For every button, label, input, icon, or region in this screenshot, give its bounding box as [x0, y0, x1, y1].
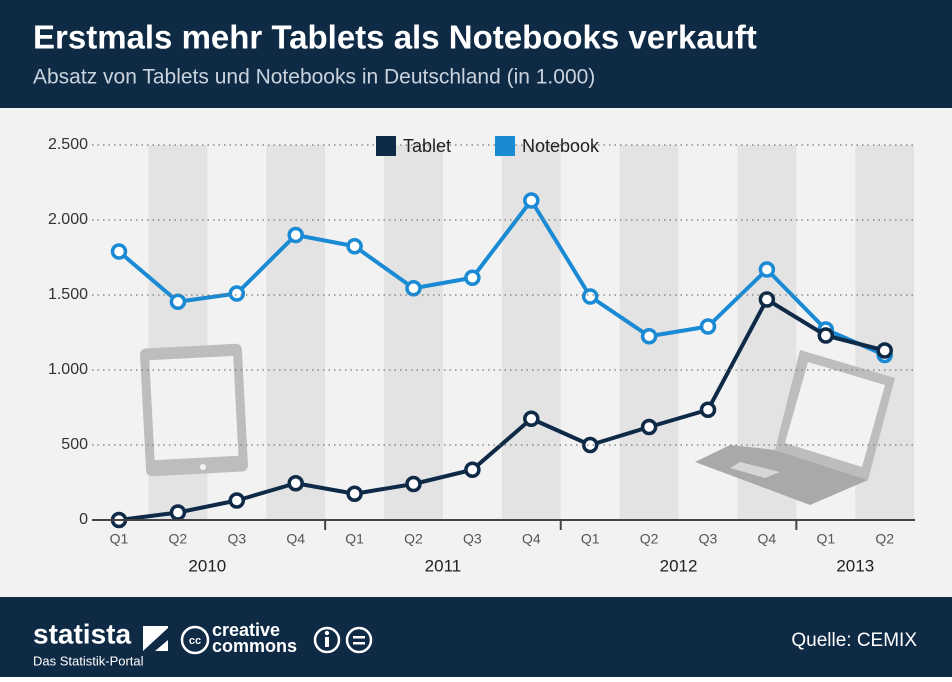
y-tick-label: 500	[61, 436, 88, 453]
tagline: Das Statistik-Portal	[33, 653, 144, 668]
data-point	[228, 285, 246, 302]
x-tick-label: Q3	[227, 531, 246, 547]
nd-icon-bar	[353, 642, 365, 645]
chart-title: Erstmals mehr Tablets als Notebooks verk…	[33, 19, 757, 56]
data-point	[758, 261, 776, 278]
data-point	[581, 436, 599, 454]
data-point	[817, 327, 835, 344]
x-tick-label: Q2	[640, 531, 659, 547]
legend-label: Notebook	[522, 136, 600, 156]
series-line	[118, 297, 886, 522]
x-tick-label: Q3	[463, 531, 482, 547]
x-tick-label: Q2	[875, 531, 894, 547]
legend-swatch	[495, 136, 515, 156]
header	[0, 0, 952, 108]
data-point	[699, 318, 717, 335]
brand: statista	[33, 618, 131, 649]
x-tick-label: Q4	[758, 531, 777, 547]
data-point	[699, 401, 717, 418]
laptop-icon	[695, 350, 895, 505]
x-tick-label: Q1	[816, 531, 835, 547]
data-point	[346, 238, 363, 255]
y-tick-label: 0	[79, 511, 88, 528]
cc-icon	[180, 625, 210, 655]
x-tick-label: Q4	[286, 531, 305, 547]
data-point	[640, 328, 658, 345]
data-point	[169, 504, 187, 521]
x-tick-label: Q4	[522, 531, 541, 547]
x-tick-label: Q3	[699, 531, 718, 547]
column-stripe	[266, 145, 326, 520]
data-point	[405, 475, 422, 493]
data-point	[346, 485, 363, 502]
by-icon	[313, 626, 341, 654]
y-tick-label: 1.000	[48, 361, 88, 378]
data-point	[581, 288, 599, 305]
y-tick-label: 1.500	[48, 286, 88, 303]
x-tick-label: Q2	[169, 531, 188, 547]
year-label: 2012	[660, 556, 698, 575]
legend-label: Tablet	[403, 136, 451, 156]
source: Quelle: CEMIX	[791, 630, 917, 651]
by-icon-body	[325, 637, 329, 647]
x-tick-label: Q1	[345, 531, 364, 547]
y-tick-label: 2.500	[48, 136, 88, 153]
data-point	[523, 192, 540, 209]
data-point	[758, 291, 776, 308]
x-tick-label: Q1	[581, 531, 600, 547]
data-point	[876, 342, 893, 359]
column-stripe	[384, 145, 443, 520]
chart-subtitle: Absatz von Tablets und Notebooks in Deut…	[33, 66, 595, 89]
tablet-icon	[140, 343, 248, 477]
data-point	[464, 269, 481, 286]
data-point	[287, 475, 304, 492]
y-tick-label: 2.000	[48, 211, 88, 228]
legend-swatch	[376, 136, 396, 156]
year-label: 2010	[188, 556, 226, 575]
data-point	[523, 410, 540, 427]
x-tick-label: Q2	[404, 531, 423, 547]
year-label: 2013	[836, 556, 874, 575]
data-point	[640, 418, 658, 436]
series-line	[117, 198, 886, 357]
nd-icon	[345, 626, 373, 654]
data-point	[228, 492, 246, 509]
data-point	[169, 293, 187, 310]
license: creative	[212, 620, 280, 640]
data-point	[287, 226, 304, 244]
data-point	[464, 461, 481, 478]
brand-logo-cut	[143, 628, 168, 651]
data-point	[110, 243, 128, 260]
by-icon-head	[324, 630, 330, 636]
nd-icon-bar	[353, 636, 365, 639]
data-point	[405, 280, 422, 297]
cc-icon-text: cc	[189, 635, 201, 647]
license: commons	[212, 636, 297, 656]
x-tick-label: Q1	[110, 531, 129, 547]
year-label: 2011	[425, 556, 462, 575]
